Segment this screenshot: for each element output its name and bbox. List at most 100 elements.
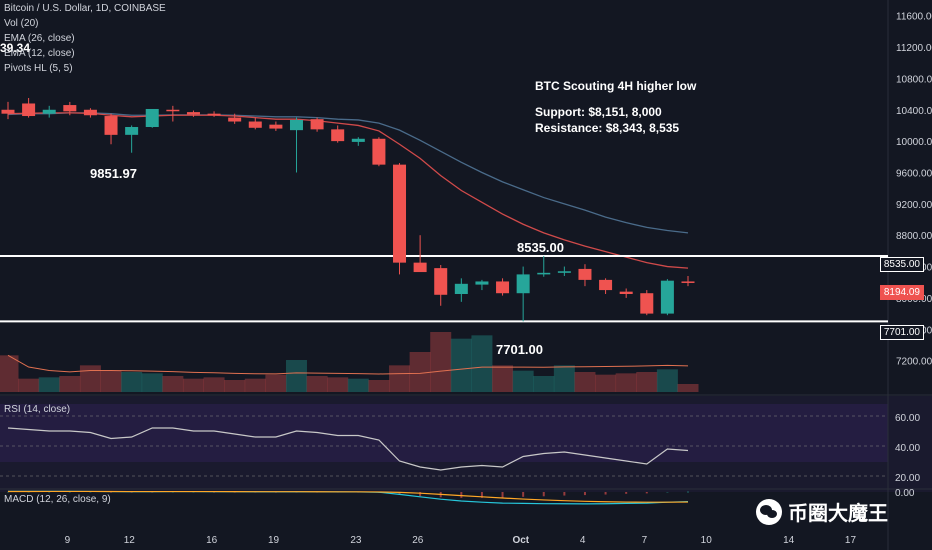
candle	[42, 105, 56, 118]
candle	[125, 125, 139, 153]
price-tick-label: 11200.00	[896, 43, 932, 54]
volume-bar	[141, 373, 163, 392]
badge-current-price: 8194.09	[879, 285, 924, 300]
macd-histogram-bar	[171, 492, 174, 493]
candle-body	[434, 268, 448, 295]
candle	[1, 101, 15, 120]
volume-bar	[79, 365, 101, 392]
price-tick-label: 7200.00	[896, 357, 932, 368]
candle-body	[63, 105, 77, 112]
symbol-title: Bitcoin / U.S. Dollar, 1D, COINBASE	[4, 3, 166, 14]
candle-body	[681, 281, 695, 283]
candle-body	[640, 293, 654, 314]
volume-bar	[574, 372, 596, 392]
macd-histogram-bar	[625, 492, 628, 494]
macd-histogram-bar	[27, 491, 30, 493]
candle	[63, 101, 77, 116]
candle-body	[289, 119, 303, 131]
candle	[537, 255, 551, 277]
volume-bar	[162, 376, 184, 392]
price-tick-label: 9200.00	[896, 200, 932, 211]
volume-bar	[656, 369, 678, 392]
x-tick-label: 19	[268, 535, 280, 546]
pivot-label-high-right: 8535.00	[517, 240, 564, 255]
macd-histogram-bar	[501, 492, 504, 498]
volume-bar	[553, 365, 575, 392]
candle	[269, 121, 283, 131]
candle-body	[475, 281, 489, 285]
x-tick-label: 4	[580, 535, 586, 546]
candle	[351, 137, 365, 146]
x-tick-label: 23	[350, 535, 362, 546]
candle	[248, 117, 262, 130]
macd-histogram-bar	[563, 492, 566, 496]
candle	[434, 264, 448, 306]
candle	[145, 108, 159, 128]
macd-histogram-bar	[7, 491, 9, 493]
indicator-pivots[interactable]: Pivots HL (5, 5)	[4, 63, 73, 74]
candle	[578, 264, 592, 287]
macd-label[interactable]: MACD (12, 26, close, 9)	[4, 494, 111, 505]
volume-bar	[512, 370, 534, 392]
candle	[454, 278, 468, 302]
candle	[557, 266, 571, 276]
indicator-ema26[interactable]: EMA (26, close)	[4, 33, 75, 44]
volume-bar	[450, 338, 472, 392]
volume-bar	[430, 332, 452, 392]
indicator-ema12[interactable]: EMA (12, close)	[4, 48, 75, 59]
watermark: 币圈大魔王	[756, 497, 888, 526]
volume-bar	[595, 374, 617, 392]
candle-body	[248, 121, 262, 128]
candle-body	[619, 291, 633, 294]
candle-body	[228, 117, 242, 122]
macd-histogram-bar	[666, 492, 669, 493]
ema12-line	[7, 112, 689, 269]
candle	[475, 279, 489, 291]
volume-ma-line	[7, 354, 689, 375]
volume-bar	[0, 355, 19, 392]
candle	[83, 108, 97, 118]
x-tick-label: 16	[206, 535, 218, 546]
macd-histogram-bar	[48, 491, 51, 493]
candle-body	[413, 262, 427, 273]
volume-bar	[368, 380, 390, 392]
macd-histogram-bar	[687, 491, 689, 493]
x-tick-label: 9	[65, 535, 71, 546]
macd-histogram-bar	[213, 492, 216, 493]
candle	[22, 98, 36, 118]
x-tick-label: 7	[642, 535, 648, 546]
price-tick-label: 9600.00	[896, 168, 932, 179]
volume-bar	[265, 374, 287, 392]
volume-bar	[18, 378, 40, 392]
x-tick-label: 26	[412, 535, 424, 546]
rsi-tick-40: 40.00	[895, 443, 921, 454]
x-tick-label: 14	[783, 535, 795, 546]
candle	[228, 113, 242, 124]
volume-bar	[38, 377, 60, 392]
volume-bar	[121, 372, 143, 392]
volume-bar	[244, 378, 266, 392]
candle	[166, 105, 180, 122]
rsi-line	[7, 427, 689, 471]
volume-bar	[492, 365, 514, 392]
candle-body	[207, 113, 221, 116]
candle-body	[537, 272, 551, 275]
annotation-resistance: Resistance: $8,343, 8,535	[535, 121, 680, 135]
rsi-label[interactable]: RSI (14, close)	[4, 404, 71, 415]
macd-histogram-bar	[130, 492, 133, 493]
macd-histogram-bar	[110, 492, 113, 493]
macd-histogram-bar	[542, 492, 545, 497]
macd-histogram-bar	[398, 492, 401, 495]
volume-bar	[224, 380, 246, 392]
price-tick-label: 11600.00	[896, 12, 932, 23]
candle	[331, 125, 345, 143]
candle-body	[351, 138, 365, 142]
x-tick-label: Oct	[512, 535, 529, 546]
indicator-vol[interactable]: Vol (20)	[4, 18, 39, 29]
candle	[516, 266, 530, 322]
volume-bar	[471, 335, 493, 392]
volume-bar	[409, 352, 431, 392]
macd-histogram-bar	[419, 492, 422, 497]
candle-body	[310, 119, 324, 130]
